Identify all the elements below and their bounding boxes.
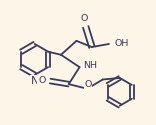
Text: NH: NH xyxy=(83,61,97,70)
Text: OH: OH xyxy=(114,40,129,48)
Text: O: O xyxy=(38,76,46,85)
Text: O: O xyxy=(84,80,92,89)
Text: N: N xyxy=(31,76,39,86)
Text: O: O xyxy=(80,14,88,23)
